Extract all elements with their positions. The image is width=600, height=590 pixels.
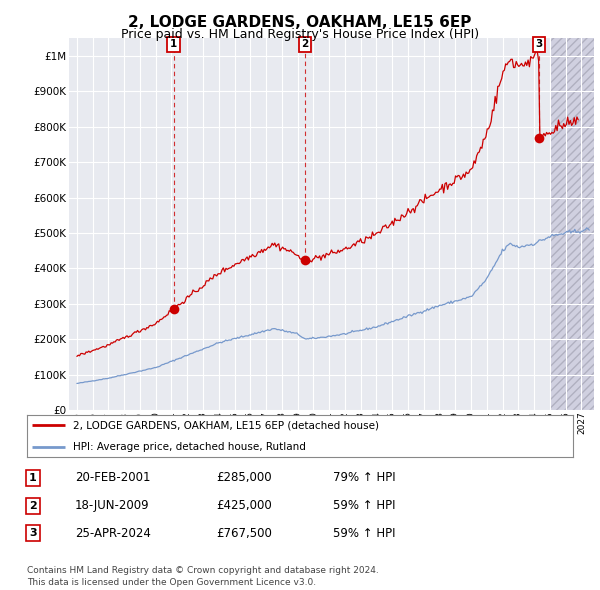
Text: 2, LODGE GARDENS, OAKHAM, LE15 6EP: 2, LODGE GARDENS, OAKHAM, LE15 6EP [128, 15, 472, 30]
Text: 79% ↑ HPI: 79% ↑ HPI [333, 471, 395, 484]
Text: 20-FEB-2001: 20-FEB-2001 [75, 471, 151, 484]
Bar [550, 38, 594, 410]
Text: 1: 1 [29, 473, 37, 483]
Text: 2, LODGE GARDENS, OAKHAM, LE15 6EP (detached house): 2, LODGE GARDENS, OAKHAM, LE15 6EP (deta… [73, 421, 379, 430]
Text: 3: 3 [29, 529, 37, 538]
Text: 18-JUN-2009: 18-JUN-2009 [75, 499, 149, 512]
Text: Contains HM Land Registry data © Crown copyright and database right 2024.
This d: Contains HM Land Registry data © Crown c… [27, 566, 379, 587]
Text: £425,000: £425,000 [216, 499, 272, 512]
Text: 2: 2 [29, 501, 37, 510]
Text: 59% ↑ HPI: 59% ↑ HPI [333, 527, 395, 540]
Text: 25-APR-2024: 25-APR-2024 [75, 527, 151, 540]
Text: 1: 1 [170, 40, 177, 50]
Text: 2: 2 [301, 40, 308, 50]
Text: Price paid vs. HM Land Registry's House Price Index (HPI): Price paid vs. HM Land Registry's House … [121, 28, 479, 41]
Text: HPI: Average price, detached house, Rutland: HPI: Average price, detached house, Rutl… [73, 442, 306, 451]
Text: 3: 3 [536, 40, 543, 50]
Text: 59% ↑ HPI: 59% ↑ HPI [333, 499, 395, 512]
Text: £767,500: £767,500 [216, 527, 272, 540]
Text: £285,000: £285,000 [216, 471, 272, 484]
